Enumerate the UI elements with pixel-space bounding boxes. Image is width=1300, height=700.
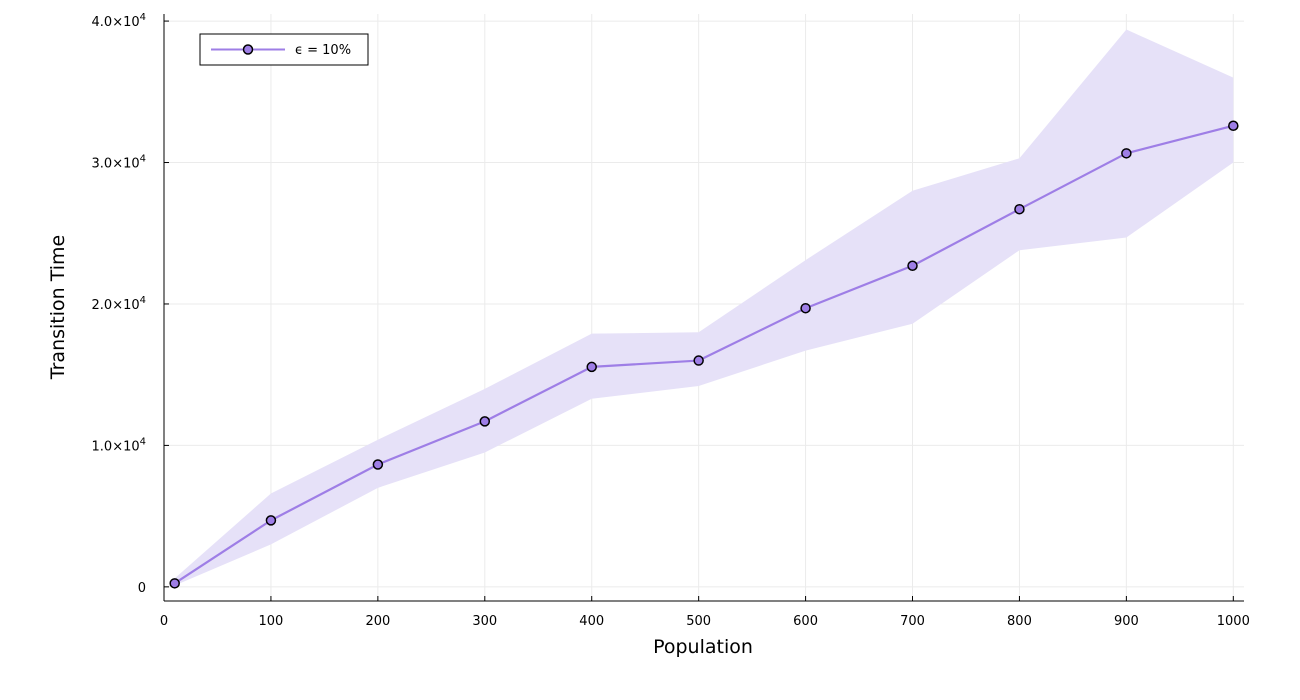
x-axis-title: Population (653, 636, 753, 658)
legend-label: ϵ = 10% (295, 43, 351, 58)
tick-labels: 0 100 200 300 400 500 600 700 800 900 1000 0 1.0×104… (92, 12, 1250, 629)
data-point (265, 515, 277, 526)
y-tick-label: 1.0×104 (92, 436, 146, 454)
data-point (1228, 120, 1239, 131)
data-point (1014, 203, 1025, 215)
grid (163, 14, 1244, 601)
data-point (372, 459, 384, 470)
legend: ϵ = 10% (199, 33, 369, 66)
x-tick-label: 200 (365, 614, 390, 629)
x-tick-label: 900 (1114, 614, 1139, 629)
confidence-band (174, 29, 1234, 586)
data-point (800, 302, 811, 314)
data-point (586, 361, 597, 373)
x-tick-label: 600 (793, 614, 818, 629)
x-tick-label: 100 (259, 614, 284, 629)
x-tick-label: 400 (579, 614, 604, 629)
data-point (693, 355, 704, 366)
x-tick-label: 800 (1007, 614, 1032, 629)
data-point (1121, 148, 1132, 159)
x-tick-label: 700 (900, 614, 925, 629)
data-point (907, 260, 918, 272)
y-tick-label: 0 (138, 581, 146, 596)
data-point (479, 416, 491, 427)
x-tick-label: 1000 (1217, 614, 1250, 629)
data-point (169, 578, 180, 589)
y-tick-label: 3.0×104 (92, 154, 146, 172)
x-tick-label: 300 (472, 614, 497, 629)
ribbon-area (174, 29, 1234, 586)
y-axis-title: Transition Time (47, 235, 69, 380)
x-tick-label: 500 (686, 614, 711, 629)
y-tick-label: 4.0×104 (92, 12, 146, 30)
legend-marker-sample (242, 44, 254, 55)
series (169, 120, 1239, 589)
x-tick-label: 0 (160, 614, 168, 629)
axes (163, 14, 1244, 602)
y-tick-label: 2.0×104 (92, 295, 146, 313)
